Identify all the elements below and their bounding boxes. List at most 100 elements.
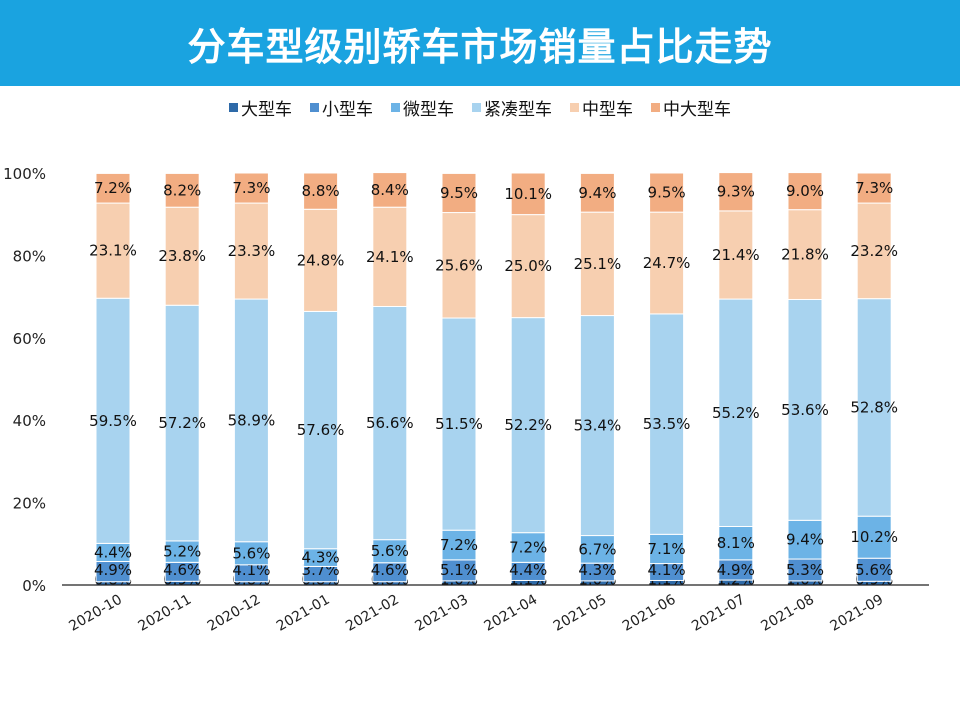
bar-segment <box>372 206 408 307</box>
data-label: 56.6% <box>366 414 414 432</box>
data-label: 8.8% <box>302 182 340 200</box>
data-label: 53.4% <box>574 417 622 435</box>
legend-swatch <box>391 102 400 112</box>
data-label: 10.1% <box>504 185 552 203</box>
data-label: 55.2% <box>712 404 760 422</box>
legend-label: 微型车 <box>403 99 454 120</box>
bar-segment <box>718 298 754 527</box>
legend-item: 大型车 <box>229 95 292 120</box>
legend-swatch <box>570 102 579 112</box>
bar-segment <box>649 533 685 565</box>
bar-segment <box>95 297 131 544</box>
bar-segment <box>441 212 477 319</box>
data-label: 5.6% <box>371 542 409 560</box>
legend-label: 小型车 <box>322 99 373 120</box>
data-label: 25.1% <box>574 255 622 273</box>
data-label: 7.1% <box>648 540 686 558</box>
bar-segment <box>856 202 892 300</box>
legend-label: 紧凑型车 <box>484 99 552 120</box>
data-label: 5.1% <box>440 561 478 579</box>
legend-swatch <box>229 102 238 112</box>
data-label: 4.4% <box>509 561 547 579</box>
bar-segment <box>233 202 269 300</box>
bar-segment <box>233 172 269 204</box>
bar-segment <box>718 525 754 561</box>
data-label: 4.6% <box>371 561 409 579</box>
x-tick-label: 2021-04 <box>482 592 541 635</box>
data-label: 4.9% <box>94 561 132 579</box>
legend-item: 中型车 <box>570 95 633 120</box>
data-label: 7.3% <box>855 179 893 197</box>
title-banner: 分车型级别轿车市场销量占比走势 <box>0 0 960 86</box>
bar-segment <box>164 172 200 208</box>
data-label: 4.9% <box>717 561 755 579</box>
data-label: 21.4% <box>712 246 760 264</box>
x-tick-label: 2021-03 <box>412 592 471 635</box>
legend-item: 紧凑型车 <box>472 95 552 120</box>
bar-segment <box>856 515 892 559</box>
bar-segment <box>372 172 408 208</box>
data-label: 9.3% <box>717 183 755 201</box>
data-label: 53.5% <box>643 415 691 433</box>
bar-segment <box>372 305 408 541</box>
data-label: 7.2% <box>509 539 547 557</box>
legend: 大型车 小型车 微型车 紧凑型车 中型车 中大型车 <box>0 94 960 120</box>
bar-segment <box>303 172 339 210</box>
bar-segment <box>787 519 823 560</box>
y-tick-label: 40% <box>13 412 46 430</box>
data-label: 9.4% <box>786 531 824 549</box>
data-label: 5.2% <box>163 543 201 561</box>
bar-segment <box>649 172 685 213</box>
x-tick-label: 2021-05 <box>551 592 610 635</box>
data-label: 4.3% <box>578 561 616 579</box>
data-label: 53.6% <box>781 401 829 419</box>
data-label: 7.3% <box>232 179 270 197</box>
bar-segment <box>787 209 823 300</box>
data-label: 6.7% <box>578 540 616 558</box>
x-tick-label: 2021-02 <box>343 592 402 635</box>
legend-swatch <box>310 102 319 112</box>
bar-segment <box>164 304 200 542</box>
data-label: 23.3% <box>228 242 276 260</box>
data-label: 52.2% <box>504 416 552 434</box>
chart-title: 分车型级别轿车市场销量占比走势 <box>187 24 773 69</box>
data-label: 7.2% <box>94 179 132 197</box>
data-label: 5.3% <box>786 561 824 579</box>
data-label: 52.8% <box>850 398 898 416</box>
data-label: 9.5% <box>648 184 686 202</box>
x-tick-label: 2020-10 <box>66 592 125 635</box>
legend-item: 小型车 <box>310 95 373 120</box>
bar-segment <box>95 202 131 299</box>
bar-segment <box>233 298 269 543</box>
legend-item: 中大型车 <box>651 95 731 120</box>
data-label: 8.4% <box>371 181 409 199</box>
data-label: 51.5% <box>435 415 483 433</box>
bar-segment <box>510 172 546 216</box>
data-label: 4.6% <box>163 561 201 579</box>
bar-segment <box>579 315 615 537</box>
data-label: 8.2% <box>163 181 201 199</box>
bar-segment <box>441 529 477 561</box>
data-label: 58.9% <box>228 411 276 429</box>
bar-segment <box>510 317 546 534</box>
data-label: 5.6% <box>232 544 270 562</box>
data-label: 25.0% <box>504 257 552 275</box>
bar-segment <box>718 172 754 212</box>
y-tick-label: 20% <box>13 495 46 513</box>
data-label: 8.1% <box>717 534 755 552</box>
legend-swatch <box>472 102 481 112</box>
data-label: 5.6% <box>855 561 893 579</box>
x-tick-label: 2021-06 <box>620 592 679 635</box>
bar-segment <box>441 172 477 214</box>
data-label: 7.2% <box>440 536 478 554</box>
x-tick-label: 2020-12 <box>205 592 264 635</box>
bar-segment <box>95 172 131 204</box>
data-label: 23.2% <box>850 242 898 260</box>
data-label: 4.1% <box>648 561 686 579</box>
data-label: 24.1% <box>366 248 414 266</box>
data-label: 24.7% <box>643 254 691 272</box>
y-tick-label: 60% <box>13 330 46 348</box>
data-label: 25.6% <box>435 256 483 274</box>
y-tick-label: 100% <box>3 165 46 183</box>
